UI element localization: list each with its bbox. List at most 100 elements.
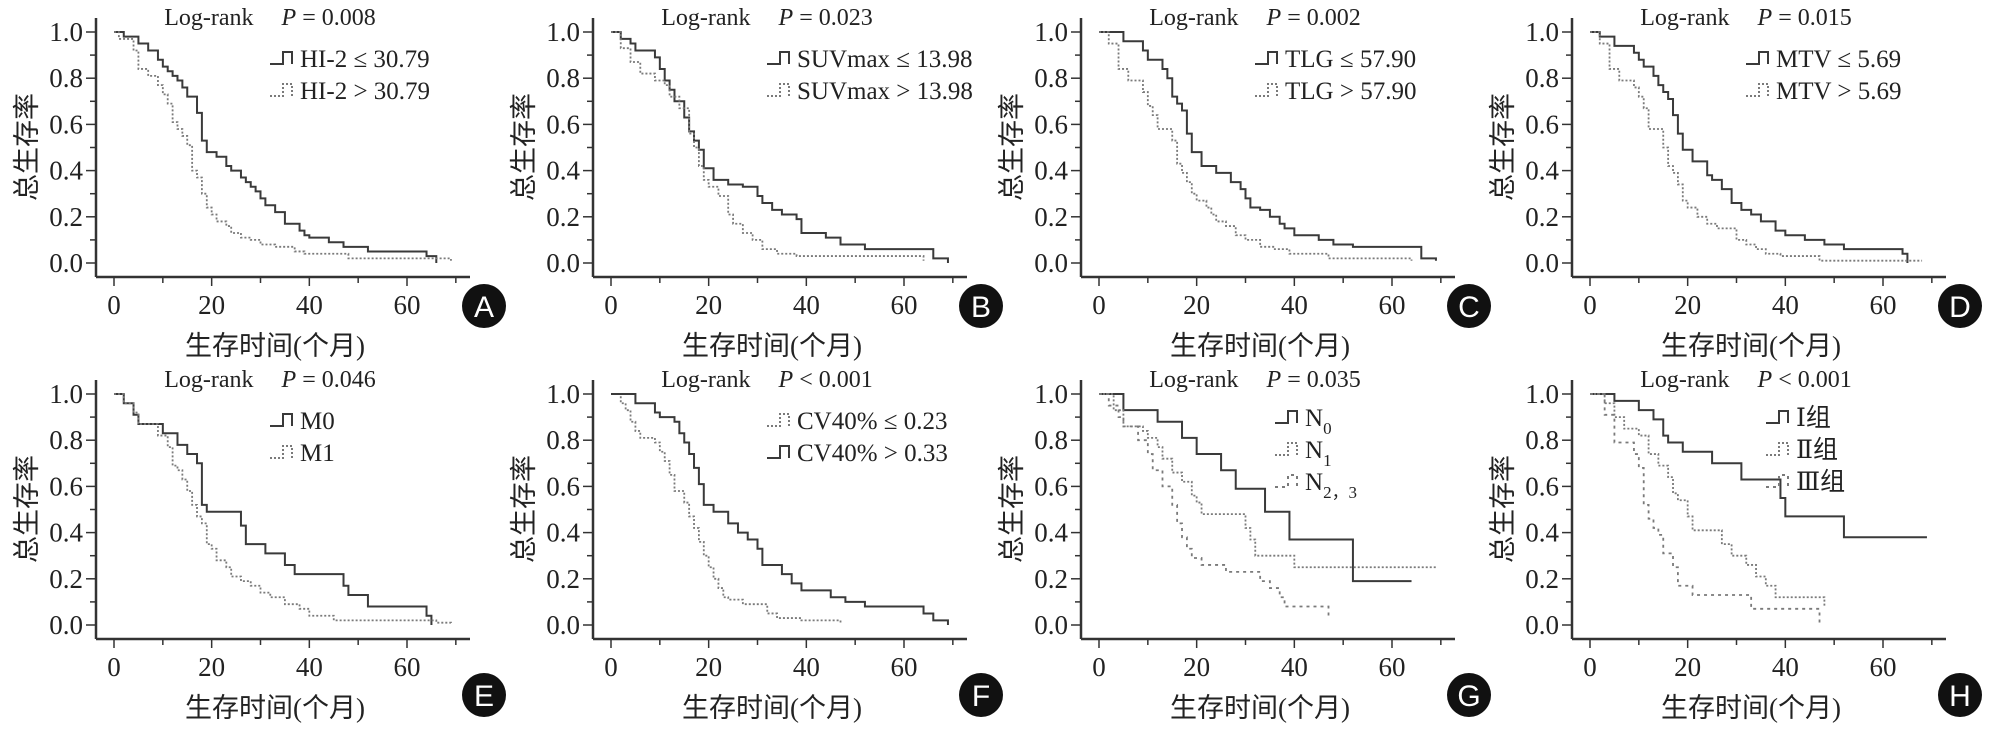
y-tick-label: 0.6 <box>1525 471 1559 501</box>
title-logrank: Log-rank <box>164 367 253 393</box>
legend-label: Ⅰ组 <box>1796 404 1831 432</box>
legend-swatch <box>1766 474 1789 488</box>
legend-label-name: TLG ≤ 57.90 <box>1285 46 1416 73</box>
x-tick-label: 60 <box>1379 652 1406 682</box>
title-p-value: = 0.002 <box>1287 5 1361 31</box>
y-axis-label: 总生存率 <box>12 93 42 201</box>
x-tick-label: 20 <box>198 290 225 320</box>
y-tick-label: 0.2 <box>546 564 580 594</box>
panel-badge-circle <box>462 284 506 328</box>
x-tick-label: 40 <box>296 290 323 320</box>
legend-label: SUVmax ≤ 13.98 <box>797 46 973 73</box>
legend-label-name: M0 <box>300 408 335 435</box>
x-tick-label: 60 <box>1379 290 1406 320</box>
chart-title: Log-rank P = 0.002 <box>1149 5 1361 31</box>
panel-badge: D <box>1938 284 1982 328</box>
y-tick-label: 0.8 <box>1034 425 1068 455</box>
x-tick-label: 20 <box>695 652 722 682</box>
y-tick-label: 0.0 <box>49 610 83 640</box>
y-tick-label: 0.4 <box>1525 156 1559 186</box>
y-tick-label: 0.6 <box>1525 109 1559 139</box>
panel-badge-letter: F <box>972 680 990 713</box>
panel-badge: H <box>1938 673 1982 717</box>
title-p-symbol: P <box>1757 367 1773 393</box>
panel-badge-letter: C <box>1458 291 1480 324</box>
x-tick-label: 0 <box>1092 290 1106 320</box>
y-tick-label: 1.0 <box>1525 17 1559 47</box>
y-tick-label: 0.6 <box>546 109 580 139</box>
y-tick-label: 0.2 <box>1034 202 1068 232</box>
legend-swatch <box>1746 83 1769 97</box>
y-tick-label: 0.8 <box>546 63 580 93</box>
x-tick-label: 0 <box>1092 652 1106 682</box>
y-tick-label: 1.0 <box>49 379 83 409</box>
legend-swatch <box>1255 83 1278 97</box>
legend-label-name: TLG > 57.90 <box>1285 78 1416 105</box>
x-tick-label: 20 <box>1674 652 1701 682</box>
panel-badge: E <box>462 673 506 717</box>
x-tick-label: 60 <box>394 652 421 682</box>
title-logrank: Log-rank <box>1640 367 1729 393</box>
chart-title: Log-rank P < 0.001 <box>661 367 873 393</box>
panel-badge: G <box>1447 673 1491 717</box>
legend-swatch <box>1275 410 1298 424</box>
y-axis-label: 总生存率 <box>509 93 539 201</box>
y-axis-label: 总生存率 <box>997 93 1027 201</box>
legend-swatch <box>1275 442 1298 456</box>
legend-label: SUVmax > 13.98 <box>797 78 973 105</box>
panel-badge-circle <box>1447 284 1491 328</box>
x-tick-label: 20 <box>1183 652 1210 682</box>
legend-swatch <box>767 413 790 427</box>
y-tick-label: 0.4 <box>49 156 83 186</box>
x-tick-label: 60 <box>1870 290 1897 320</box>
x-tick-label: 40 <box>793 652 820 682</box>
legend-swatch <box>767 445 790 459</box>
legend-label-name: N <box>1305 405 1323 432</box>
x-tick-label: 60 <box>1870 652 1897 682</box>
legend-label: HI-2 > 30.79 <box>300 78 430 105</box>
y-tick-label: 0.6 <box>49 471 83 501</box>
x-tick-label: 40 <box>296 652 323 682</box>
y-tick-label: 0.6 <box>1034 471 1068 501</box>
y-tick-label: 1.0 <box>546 379 580 409</box>
legend-swatch <box>270 413 293 427</box>
legend-label-name: N <box>1305 469 1323 496</box>
panel-badge-letter: D <box>1949 291 1971 324</box>
legend-label-subscript: 2，3 <box>1323 483 1357 502</box>
y-tick-label: 0.2 <box>49 564 83 594</box>
x-axis-label: 生存时间(个月) <box>1170 693 1350 723</box>
chart-title: Log-rank P = 0.023 <box>661 5 873 31</box>
legend-swatch <box>1766 442 1789 456</box>
legend-label-name: Ⅰ组 <box>1796 404 1831 432</box>
x-tick-label: 60 <box>891 652 918 682</box>
y-tick-label: 0.8 <box>49 425 83 455</box>
y-tick-label: 0.0 <box>546 610 580 640</box>
y-tick-label: 0.0 <box>1034 248 1068 278</box>
km-curve-series-1 <box>1590 393 1927 539</box>
panel-badge-letter: H <box>1949 680 1971 713</box>
title-logrank: Log-rank <box>661 367 750 393</box>
legend-label-name: MTV ≤ 5.69 <box>1776 46 1901 73</box>
legend-label-name: CV40% > 0.33 <box>797 440 948 467</box>
y-tick-label: 0.4 <box>1525 518 1559 548</box>
y-tick-label: 0.8 <box>546 425 580 455</box>
legend-label: M1 <box>300 440 335 467</box>
y-tick-label: 0.0 <box>1525 248 1559 278</box>
y-tick-label: 0.6 <box>1034 109 1068 139</box>
km-curve-series-3 <box>1590 393 1821 623</box>
km-curve-series-1 <box>114 393 433 625</box>
legend-label-name: Ⅱ组 <box>1796 436 1838 464</box>
x-axis-label: 生存时间(个月) <box>682 693 862 723</box>
title-p-symbol: P <box>1757 5 1773 31</box>
legend-label-name: N <box>1305 437 1323 464</box>
x-tick-label: 20 <box>198 652 225 682</box>
y-axis-label: 总生存率 <box>509 455 539 563</box>
title-p-symbol: P <box>778 5 794 31</box>
y-tick-label: 0.6 <box>49 109 83 139</box>
legend-swatch <box>1275 474 1298 488</box>
title-p-value: < 0.001 <box>799 367 873 393</box>
